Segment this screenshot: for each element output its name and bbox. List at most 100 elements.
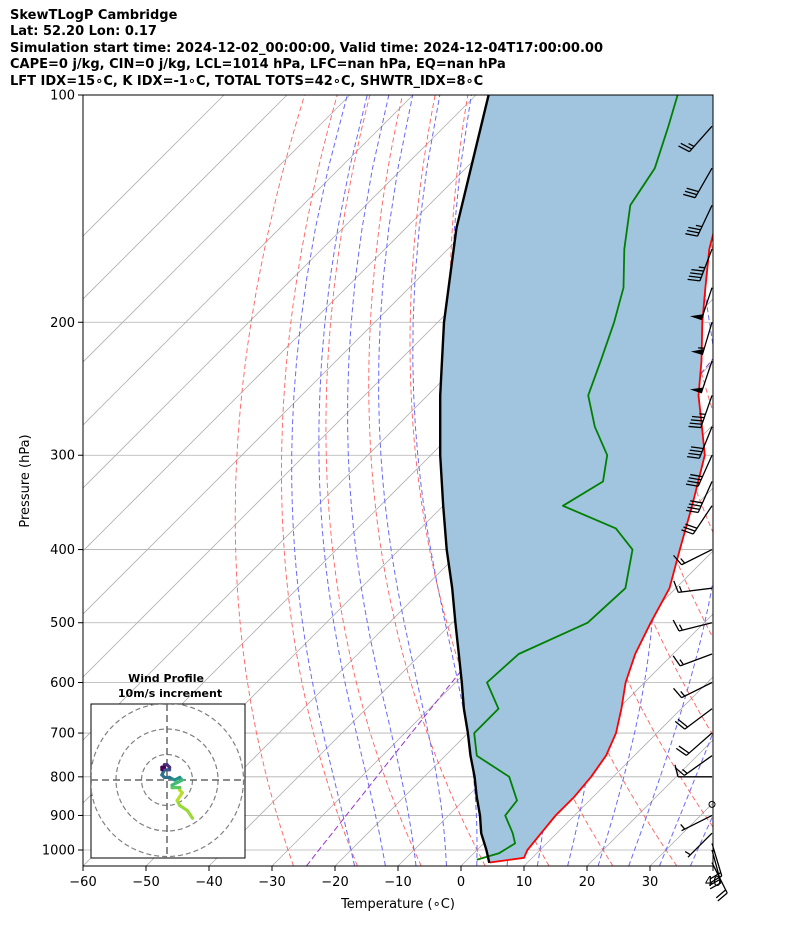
barb-full xyxy=(677,718,689,728)
hodograph-frame xyxy=(90,703,246,859)
barb-shaft xyxy=(699,248,713,282)
y-axis-label: Pressure (hPa) xyxy=(18,434,33,527)
y-tick-label: 300 xyxy=(50,449,75,464)
y-tick-label: 700 xyxy=(50,727,75,742)
barb-full xyxy=(673,554,683,566)
dry-adiabat xyxy=(234,95,306,866)
barb-full xyxy=(672,655,681,667)
x-tick-label: −50 xyxy=(132,875,159,890)
cape-line: CAPE=0 j/kg, CIN=0 j/kg, LCL=1014 hPa, L… xyxy=(10,57,506,73)
dry-adiabat xyxy=(729,95,794,866)
time-line: Simulation start time: 2024-12-02_00:00:… xyxy=(10,40,603,56)
dry-adiabat xyxy=(281,95,358,866)
wind-barb xyxy=(674,764,712,778)
barb-shaft xyxy=(683,755,713,776)
barb-full xyxy=(687,480,700,484)
barb-full xyxy=(678,745,690,754)
barb-half xyxy=(684,851,691,856)
barb-half xyxy=(680,691,686,697)
isotherm--160 xyxy=(83,95,225,237)
isotherm--20 xyxy=(334,487,713,866)
barb-shaft xyxy=(681,548,713,566)
barb-full xyxy=(684,190,698,196)
location-line: Lat: 52.20 Lon: 0.17 xyxy=(10,24,157,40)
moist-adiabat xyxy=(347,95,417,866)
barb-half xyxy=(680,558,686,564)
dewpoint-line xyxy=(473,95,679,861)
moist-adiabat xyxy=(291,95,356,866)
moist-adiabat xyxy=(318,95,386,866)
wind-barb xyxy=(687,426,713,459)
y-tick-label: 200 xyxy=(50,316,75,331)
x-axis-label: Temperature (∘C) xyxy=(340,897,455,912)
barb-full xyxy=(689,422,703,425)
barb-full xyxy=(690,446,704,450)
barb-half xyxy=(678,624,683,631)
y-tick-label: 1000 xyxy=(42,844,75,859)
moist-adiabat xyxy=(628,95,713,866)
barb-full xyxy=(690,500,703,504)
wind-barb xyxy=(688,395,713,429)
barb-full xyxy=(683,526,696,532)
barb-shaft xyxy=(681,681,713,699)
wind-barb xyxy=(674,708,713,730)
moist-adiabat xyxy=(659,731,713,866)
wind-barb xyxy=(673,681,713,699)
barb-shaft xyxy=(696,205,713,237)
isotherm--110 xyxy=(83,95,540,552)
barb-full xyxy=(709,872,722,880)
barb-shaft xyxy=(701,322,713,356)
y-tick-label: 400 xyxy=(50,543,75,558)
barb-full xyxy=(688,226,701,231)
barb-half xyxy=(695,224,703,228)
barb-full xyxy=(715,889,727,899)
wind-barb xyxy=(685,205,713,237)
isotherm-40 xyxy=(712,865,713,866)
isotherm--140 xyxy=(83,95,351,363)
wind-barb xyxy=(689,360,713,394)
barb-full xyxy=(686,187,699,193)
barb-full xyxy=(708,878,721,887)
wind-barb xyxy=(673,580,713,594)
x-tick-label: −30 xyxy=(258,875,285,890)
x-tick-label: −20 xyxy=(321,875,348,890)
y-tick-label: 900 xyxy=(50,809,75,824)
barb-shaft xyxy=(687,832,713,858)
mixing-ratio-line xyxy=(306,357,713,866)
barb-shaft xyxy=(697,454,713,487)
temperature-line xyxy=(489,231,713,864)
wind-barb xyxy=(675,732,713,756)
wind-barb xyxy=(685,454,713,487)
x-tick-label: 0 xyxy=(457,875,465,890)
dry-adiabat xyxy=(409,95,550,866)
hodograph-inset xyxy=(90,703,246,859)
barb-half xyxy=(699,413,706,415)
barb-full xyxy=(688,275,702,279)
cape-cin-shading xyxy=(440,95,713,863)
barb-full xyxy=(687,455,700,459)
x-tick-label: 20 xyxy=(579,875,596,890)
profile-lines xyxy=(439,95,713,864)
barb-full xyxy=(687,506,700,510)
moist-adiabat xyxy=(721,95,794,866)
wind-barb xyxy=(690,322,713,356)
wind-barb xyxy=(674,755,713,776)
wind-barb xyxy=(683,167,713,199)
wind-barb xyxy=(681,505,713,535)
barb-full xyxy=(690,473,703,478)
wind-barb xyxy=(672,619,713,632)
x-tick-label: −40 xyxy=(195,875,222,890)
barb-half xyxy=(680,823,686,830)
barb-full xyxy=(710,875,723,883)
barb-shaft xyxy=(700,395,713,428)
barb-full xyxy=(683,193,696,199)
wind-barbs xyxy=(672,125,728,902)
index-line: LFT IDX=15∘C, K IDX=-1∘C, TOTAL TOTS=42∘… xyxy=(10,73,484,89)
y-tick-label: 800 xyxy=(50,770,75,785)
y-tick-label: 500 xyxy=(50,616,75,631)
barb-shaft xyxy=(681,814,713,832)
x-tick-label: −60 xyxy=(69,875,96,890)
barb-full xyxy=(688,425,701,429)
barb-shaft xyxy=(679,653,713,667)
